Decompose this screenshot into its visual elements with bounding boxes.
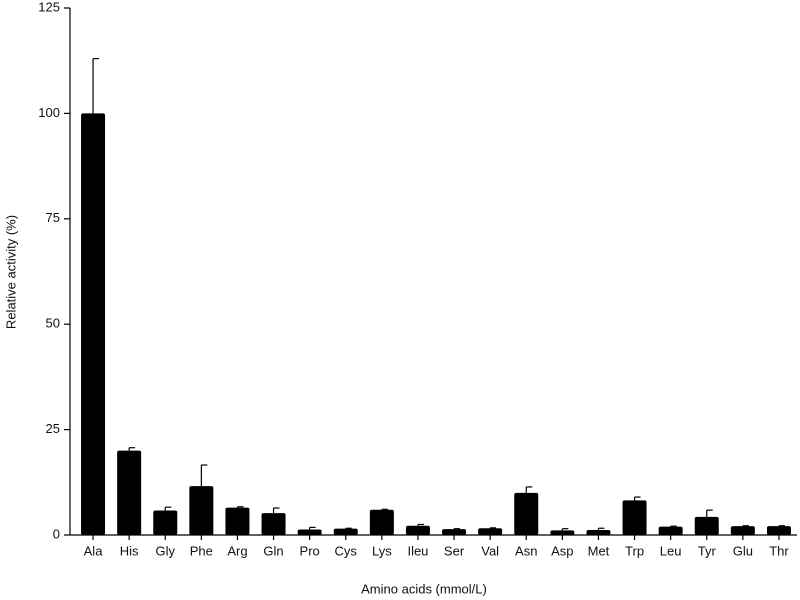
y-tick-label: 25: [46, 421, 60, 436]
bar: [442, 529, 467, 535]
x-tick-label: Leu: [660, 543, 682, 558]
y-tick-label: 50: [46, 316, 60, 331]
bar: [405, 525, 430, 535]
x-tick-label: Pro: [300, 543, 320, 558]
x-tick-label: Met: [588, 543, 610, 558]
x-tick-label: Phe: [190, 543, 213, 558]
bar: [333, 528, 358, 535]
y-axis-title: Relative activity (%): [3, 215, 18, 329]
y-tick-label: 75: [46, 210, 60, 225]
y-tick-label: 0: [53, 526, 60, 541]
x-tick-label: Val: [481, 543, 499, 558]
x-axis-title: Amino acids (mmol/L): [361, 581, 487, 596]
x-tick-label: Asn: [515, 543, 537, 558]
bar: [117, 450, 142, 535]
bar: [730, 526, 755, 535]
x-tick-label: Trp: [625, 543, 644, 558]
bar: [514, 492, 539, 535]
bar: [586, 529, 611, 535]
bar: [478, 528, 503, 535]
bar: [189, 486, 214, 535]
bar: [550, 530, 575, 535]
x-tick-label: Ser: [444, 543, 465, 558]
bar: [225, 507, 250, 535]
x-tick-label: Ileu: [407, 543, 428, 558]
bar: [622, 500, 647, 535]
x-tick-label: Cys: [335, 543, 358, 558]
y-tick-label: 100: [38, 105, 60, 120]
x-tick-label: His: [120, 543, 139, 558]
x-tick-label: Asp: [551, 543, 573, 558]
bar: [297, 529, 322, 535]
x-tick-label: Ala: [84, 543, 104, 558]
y-tick-label: 125: [38, 0, 60, 14]
x-tick-label: Gly: [156, 543, 176, 558]
bar: [81, 113, 106, 536]
bar: [658, 526, 683, 535]
bar: [261, 513, 286, 535]
bar: [153, 510, 178, 535]
bar: [766, 526, 791, 535]
x-tick-label: Gln: [263, 543, 283, 558]
x-tick-label: Tyr: [698, 543, 717, 558]
x-tick-label: Thr: [769, 543, 789, 558]
bar: [694, 516, 719, 535]
x-tick-label: Glu: [733, 543, 753, 558]
bar: [369, 509, 394, 535]
x-tick-label: Arg: [227, 543, 247, 558]
x-tick-label: Lys: [372, 543, 392, 558]
